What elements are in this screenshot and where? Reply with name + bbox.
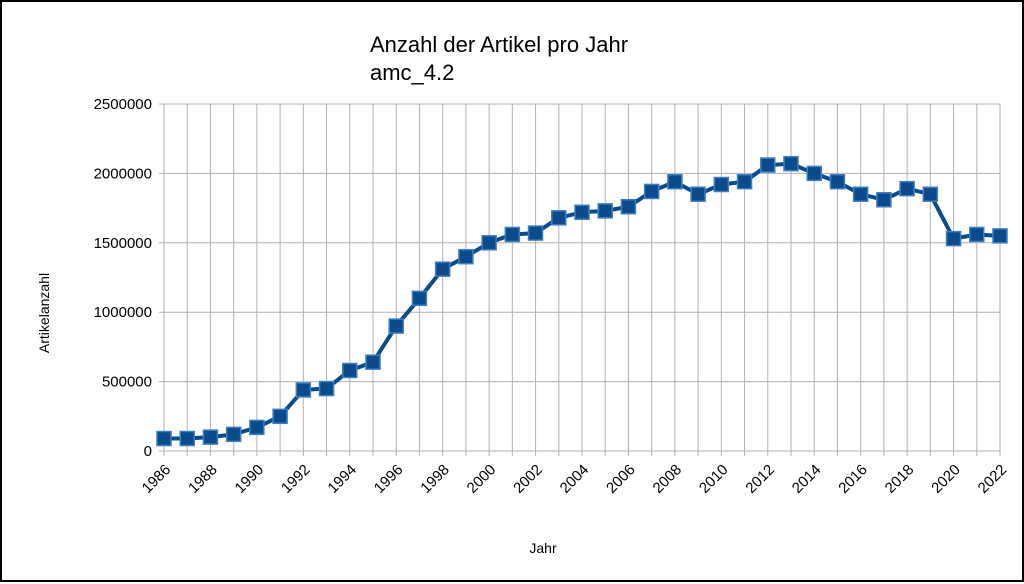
data-point <box>272 408 288 425</box>
chart-subtitle: amc_4.2 <box>370 60 454 85</box>
data-point <box>318 380 335 397</box>
data-point <box>527 225 544 241</box>
data-point <box>597 203 613 219</box>
data-point <box>806 165 822 182</box>
data-point <box>760 157 776 173</box>
data-point <box>736 173 753 190</box>
x-tick-label: 2004 <box>557 461 593 497</box>
y-tick-label: 2000000 <box>94 165 152 182</box>
data-point <box>643 183 660 200</box>
data-point <box>388 318 404 334</box>
x-tick-label: 2020 <box>928 461 964 497</box>
data-point <box>899 180 915 197</box>
x-tick-label: 2008 <box>650 461 686 497</box>
data-point <box>829 173 846 190</box>
data-point <box>225 426 242 443</box>
data-point <box>411 290 428 307</box>
data-point <box>574 204 590 221</box>
data-point <box>690 186 706 202</box>
x-tick-label: 2018 <box>882 461 918 497</box>
x-tick-label: 1994 <box>324 461 360 497</box>
y-tick-label: 1000000 <box>94 304 152 321</box>
data-point <box>992 228 1008 244</box>
x-tick-label: 1988 <box>185 461 221 497</box>
x-tick-label: 2002 <box>510 461 546 497</box>
x-tick-label: 2000 <box>464 461 500 497</box>
y-tick-label: 2500000 <box>94 96 152 113</box>
data-point <box>179 430 195 447</box>
data-point <box>249 419 265 436</box>
data-point <box>202 429 219 445</box>
data-point <box>481 235 497 251</box>
x-tick-label: 2010 <box>696 461 732 497</box>
chart-title: Anzahl der Artikel pro Jahr <box>370 32 628 57</box>
x-tick-label: 1998 <box>417 461 453 497</box>
data-point <box>365 354 381 370</box>
y-tick-label: 0 <box>144 443 152 460</box>
x-axis-ticks: 1986 1988 1990 1992 1994 1996 1998 2000 2002 2004… <box>139 461 1011 497</box>
y-tick-label: 1500000 <box>94 235 152 252</box>
x-tick-label: 2006 <box>603 461 639 497</box>
y-axis-ticks: 0 500000 1000000 1500000 2000000 2500000 <box>94 96 152 460</box>
x-tick-label: 2014 <box>789 461 825 497</box>
data-point <box>156 430 172 447</box>
data-point <box>458 248 474 265</box>
series-markers <box>156 155 1008 447</box>
data-point <box>945 230 962 247</box>
x-tick-label: 2016 <box>835 461 871 497</box>
x-axis-label: Jahr <box>529 540 557 556</box>
data-point <box>504 226 521 243</box>
data-point <box>551 210 567 226</box>
data-point <box>295 382 312 398</box>
data-point <box>969 226 985 243</box>
x-tick-label: 1996 <box>371 461 407 497</box>
x-tick-label: 2022 <box>975 461 1011 497</box>
x-tick-label: 1986 <box>139 461 175 497</box>
grid <box>159 103 1001 456</box>
y-axis-label: Artikelanzahl <box>36 273 52 353</box>
data-point <box>713 176 730 193</box>
data-point <box>852 186 869 202</box>
data-point <box>922 186 939 202</box>
data-point <box>620 198 637 215</box>
x-tick-label: 1992 <box>278 461 314 497</box>
data-point <box>434 261 451 277</box>
x-tick-label: 2012 <box>742 461 778 497</box>
data-point <box>876 192 892 208</box>
data-point <box>667 173 683 190</box>
x-tick-label: 1990 <box>232 461 268 497</box>
data-point <box>342 362 358 379</box>
y-tick-label: 500000 <box>102 374 152 391</box>
data-point <box>783 155 799 172</box>
